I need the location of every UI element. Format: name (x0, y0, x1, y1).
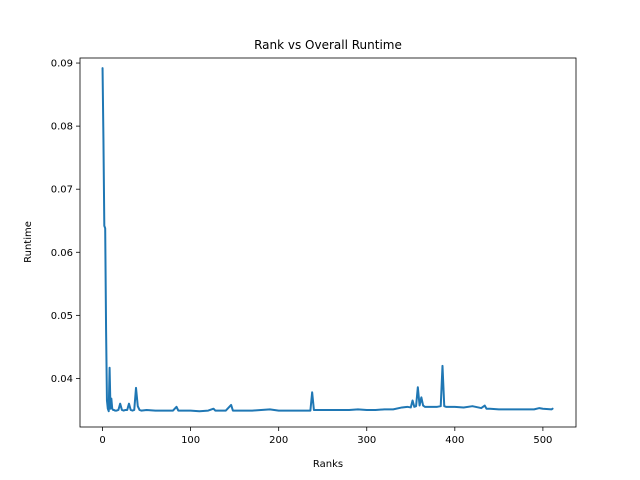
x-tick-label: 200 (269, 435, 288, 446)
x-tick-label: 100 (181, 435, 200, 446)
y-tick-label: 0.04 (51, 374, 73, 385)
x-axis-ticks: 0 100 200 300 400 500 (99, 427, 552, 446)
chart-title: Rank vs Overall Runtime (254, 38, 402, 52)
y-axis-ticks: 0.04 0.05 0.06 0.07 0.08 0.09 (51, 59, 80, 385)
x-tick-label: 500 (533, 435, 552, 446)
plot-frame (79, 57, 577, 428)
x-tick-label: 300 (357, 435, 376, 446)
x-tick-label: 400 (445, 435, 464, 446)
y-axis-label: Runtime (23, 221, 34, 263)
x-axis-label: Ranks (313, 459, 343, 470)
y-tick-label: 0.08 (51, 122, 73, 133)
y-tick-label: 0.06 (51, 248, 73, 259)
y-tick-label: 0.07 (51, 185, 73, 196)
x-tick-label: 0 (99, 435, 105, 446)
plot-area (79, 57, 577, 428)
y-tick-label: 0.05 (51, 311, 73, 322)
y-tick-label: 0.09 (51, 59, 73, 70)
series-line (101, 67, 554, 413)
